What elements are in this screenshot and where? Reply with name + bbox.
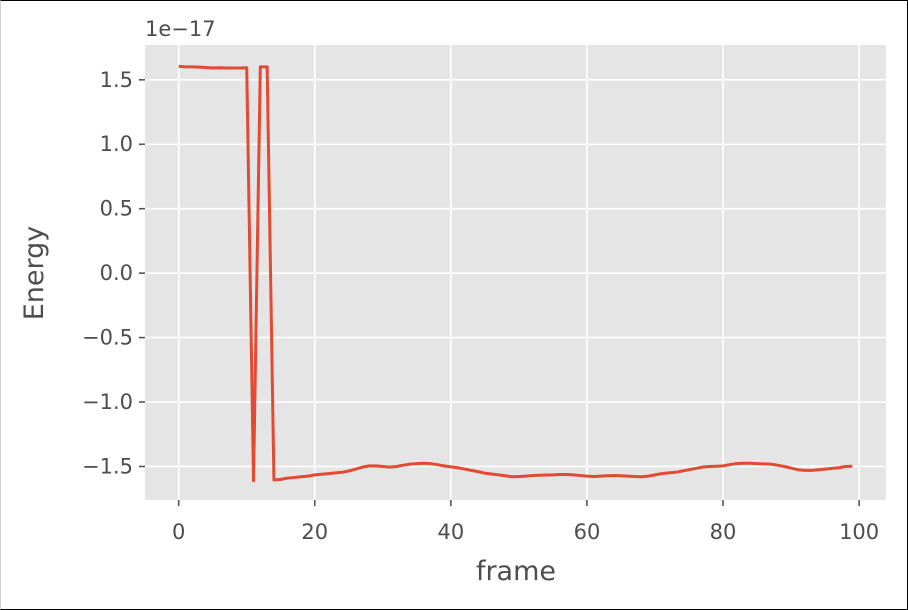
y-tick-label: 0.0 (100, 261, 133, 285)
series-line-energy (178, 64, 853, 483)
x-tick-label: 60 (574, 520, 601, 544)
y-tick-label: 1.0 (100, 132, 133, 156)
x-tick-label: 80 (710, 520, 737, 544)
x-axis-label: frame (476, 556, 556, 587)
y-axis-label: Energy (19, 226, 50, 321)
y-tick-label: 1.5 (100, 68, 133, 92)
y-axis-offset-label: 1e−17 (145, 17, 216, 41)
x-axis-ticks: 0 20 40 60 80 100 (172, 500, 879, 544)
y-axis-ticks: 1.5 1.0 0.5 0.0 −0.5 −1.0 −1.5 (82, 68, 145, 478)
x-tick-label: 100 (839, 520, 879, 544)
y-tick-label: −1.5 (82, 454, 133, 478)
y-tick-label: −0.5 (82, 326, 133, 350)
x-tick-label: 20 (301, 520, 328, 544)
y-tick-label: 0.5 (100, 197, 133, 221)
x-tick-label: 40 (437, 520, 464, 544)
x-tick-label: 0 (172, 520, 185, 544)
y-tick-label: −1.0 (82, 390, 133, 414)
